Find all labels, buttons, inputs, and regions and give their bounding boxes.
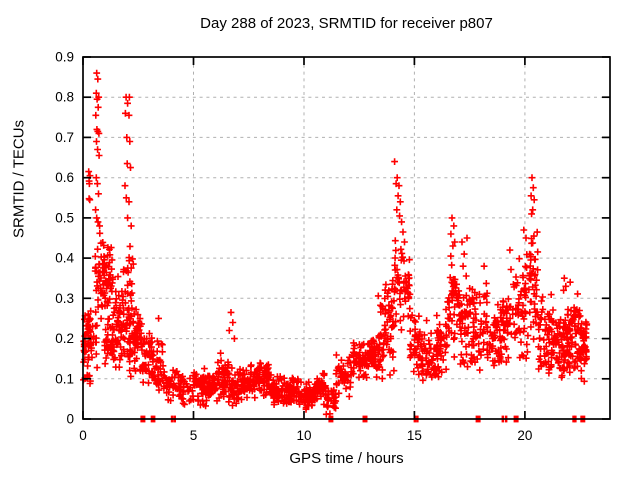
svg-text:0.9: 0.9 [55,50,74,65]
svg-text:0.2: 0.2 [55,331,74,346]
svg-text:0.7: 0.7 [55,130,74,145]
svg-text:0: 0 [79,428,87,443]
svg-text:20: 20 [517,428,532,443]
svg-text:5: 5 [190,428,198,443]
svg-text:15: 15 [407,428,422,443]
x-axis-label: GPS time / hours [289,450,404,467]
chart-title: Day 288 of 2023, SRMTID for receiver p80… [200,15,493,32]
svg-text:0.8: 0.8 [55,90,74,105]
svg-text:0.1: 0.1 [55,371,74,386]
svg-text:0.3: 0.3 [55,291,74,306]
svg-text:0.6: 0.6 [55,170,74,185]
svg-text:10: 10 [296,428,311,443]
svg-text:0.5: 0.5 [55,210,74,225]
svg-text:0: 0 [66,412,74,427]
svg-text:0.4: 0.4 [55,251,74,266]
